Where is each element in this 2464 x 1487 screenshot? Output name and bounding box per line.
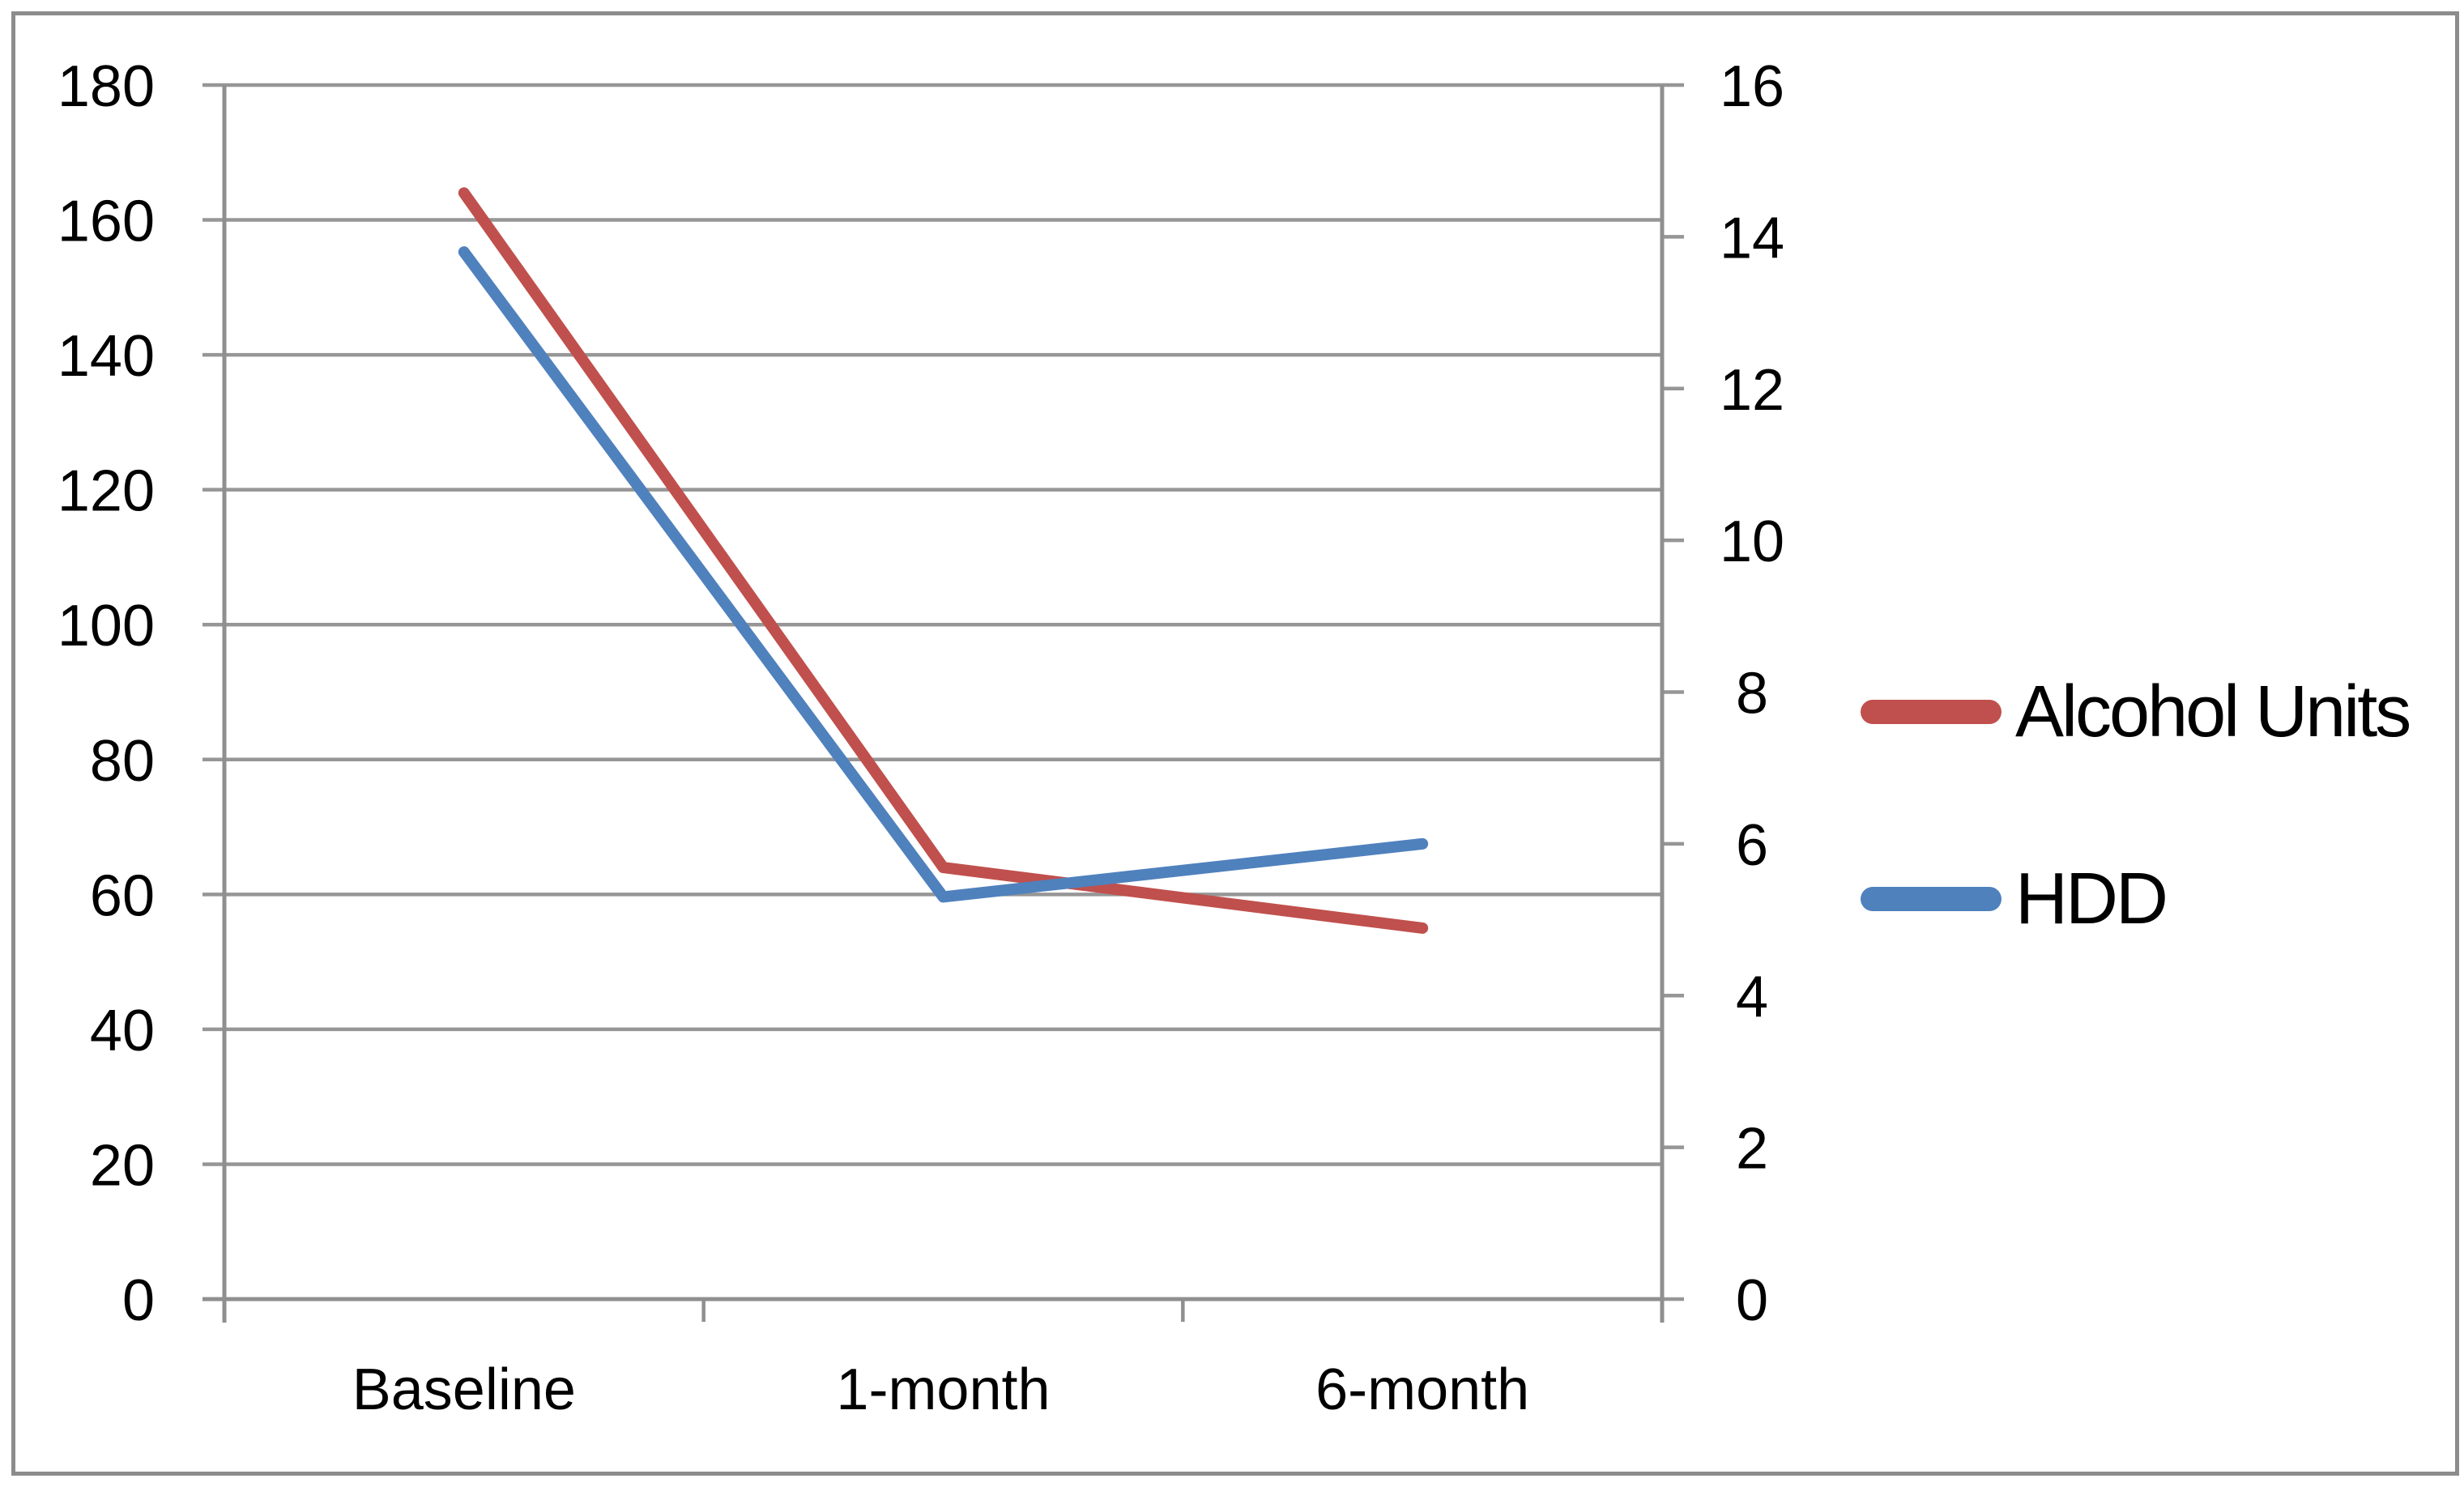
left-axis-tick-label: 100	[58, 594, 155, 658]
left-axis-tick-label: 180	[58, 54, 155, 119]
right-axis-tick-label: 10	[1720, 509, 1784, 574]
left-axis-tick-label: 20	[90, 1133, 155, 1198]
left-axis-tick-label: 160	[58, 190, 155, 254]
x-axis-category-label: 6-month	[1315, 1357, 1529, 1422]
right-axis-tick-label: 16	[1720, 54, 1784, 119]
chart-legend: Alcohol Units HDD	[1861, 671, 2411, 938]
legend-label-hdd: HDD	[2015, 859, 2168, 939]
legend-item-alcohol-units: Alcohol Units	[1861, 671, 2411, 752]
right-axis-tick-label: 8	[1736, 662, 1768, 726]
left-axis-tick-label: 140	[58, 324, 155, 389]
chart-outer-border	[11, 11, 2459, 1476]
right-axis-tick-label: 2	[1736, 1117, 1768, 1182]
legend-label-alcohol-units: Alcohol Units	[2015, 671, 2411, 752]
left-axis-tick-label: 40	[90, 999, 155, 1063]
left-axis-tick-label: 80	[90, 729, 155, 794]
left-axis-tick-label: 120	[58, 459, 155, 524]
x-axis-category-label: Baseline	[352, 1357, 576, 1422]
left-axis-tick-label: 60	[90, 863, 155, 928]
legend-swatch-hdd	[1861, 887, 2001, 911]
right-axis-tick-label: 14	[1720, 206, 1784, 271]
right-axis-tick-label: 4	[1736, 965, 1768, 1029]
legend-item-hdd: HDD	[1861, 860, 2409, 938]
right-axis-tick-label: 0	[1736, 1268, 1768, 1333]
legend-swatch-alcohol-units	[1861, 700, 2001, 724]
right-axis-tick-label: 6	[1736, 813, 1768, 878]
series-line-hdd	[458, 246, 1429, 903]
right-axis-tick-label: 12	[1720, 358, 1784, 423]
series-line-alcohol-units	[458, 187, 1429, 934]
x-axis-category-label: 1-month	[836, 1357, 1050, 1422]
left-axis-tick-label: 0	[122, 1268, 155, 1333]
